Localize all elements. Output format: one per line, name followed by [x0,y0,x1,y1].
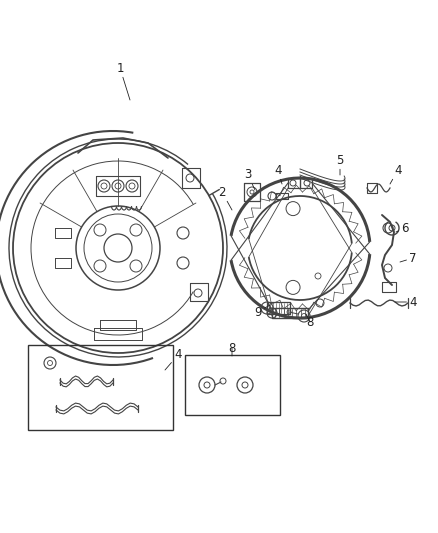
Text: 3: 3 [244,168,255,190]
Text: 4: 4 [274,164,282,184]
Text: 5: 5 [336,154,344,175]
Bar [185,355,280,415]
Text: 9: 9 [254,305,270,319]
Text: 8: 8 [306,314,314,328]
Text: 4: 4 [390,164,402,184]
Text: 4: 4 [395,295,417,309]
Text: 7: 7 [400,252,417,264]
Text: 4: 4 [165,349,182,370]
Text: 6: 6 [396,222,409,235]
Bar [28,345,173,430]
Text: 8: 8 [228,342,236,356]
Text: 1: 1 [116,61,130,100]
Text: 2: 2 [218,185,232,210]
